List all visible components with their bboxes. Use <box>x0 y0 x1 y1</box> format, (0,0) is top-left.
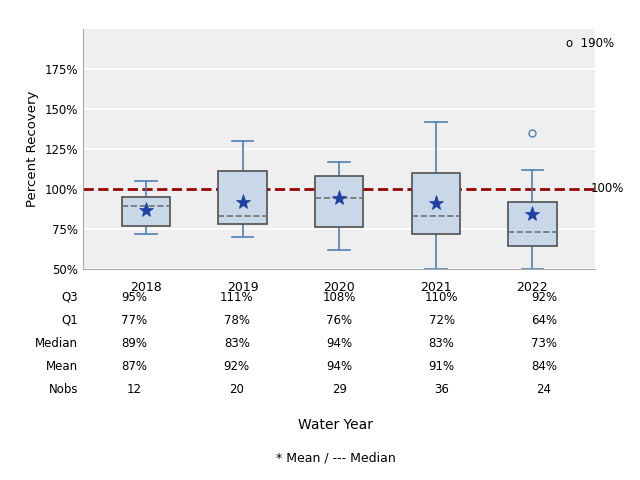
Text: 76%: 76% <box>326 313 352 327</box>
Bar <box>218 171 267 224</box>
Text: Nobs: Nobs <box>49 383 78 396</box>
Text: 29: 29 <box>332 383 347 396</box>
Text: 92%: 92% <box>224 360 250 373</box>
Y-axis label: Percent Recovery: Percent Recovery <box>26 91 39 207</box>
Text: 111%: 111% <box>220 290 253 304</box>
Text: 89%: 89% <box>122 336 147 350</box>
Text: o  190%: o 190% <box>566 36 614 50</box>
Text: 84%: 84% <box>531 360 557 373</box>
Text: 94%: 94% <box>326 360 352 373</box>
Text: 36: 36 <box>434 383 449 396</box>
Text: 95%: 95% <box>122 290 147 304</box>
Bar <box>122 197 170 226</box>
Text: 2018: 2018 <box>130 281 162 294</box>
Text: 2019: 2019 <box>227 281 259 294</box>
Text: 94%: 94% <box>326 336 352 350</box>
Text: 78%: 78% <box>224 313 250 327</box>
Text: 91%: 91% <box>429 360 454 373</box>
Text: 87%: 87% <box>122 360 147 373</box>
Text: 2022: 2022 <box>516 281 548 294</box>
Text: 108%: 108% <box>323 290 356 304</box>
Text: 24: 24 <box>536 383 552 396</box>
Text: 83%: 83% <box>429 336 454 350</box>
Text: 72%: 72% <box>429 313 454 327</box>
Text: 73%: 73% <box>531 336 557 350</box>
Text: * Mean / --- Median: * Mean / --- Median <box>276 452 396 465</box>
Text: Mean: Mean <box>46 360 78 373</box>
Text: Q3: Q3 <box>61 290 78 304</box>
Bar <box>508 202 557 246</box>
Text: Water Year: Water Year <box>298 418 374 432</box>
Text: 83%: 83% <box>224 336 250 350</box>
Text: Q1: Q1 <box>61 313 78 327</box>
Text: 100%: 100% <box>590 182 624 195</box>
Text: 110%: 110% <box>425 290 458 304</box>
Bar <box>315 176 364 227</box>
Text: 2021: 2021 <box>420 281 452 294</box>
Text: 12: 12 <box>127 383 142 396</box>
Bar <box>412 173 460 234</box>
Text: Median: Median <box>35 336 78 350</box>
Text: 92%: 92% <box>531 290 557 304</box>
Text: 20: 20 <box>229 383 244 396</box>
Text: 2020: 2020 <box>323 281 355 294</box>
Text: 64%: 64% <box>531 313 557 327</box>
Text: 77%: 77% <box>122 313 147 327</box>
